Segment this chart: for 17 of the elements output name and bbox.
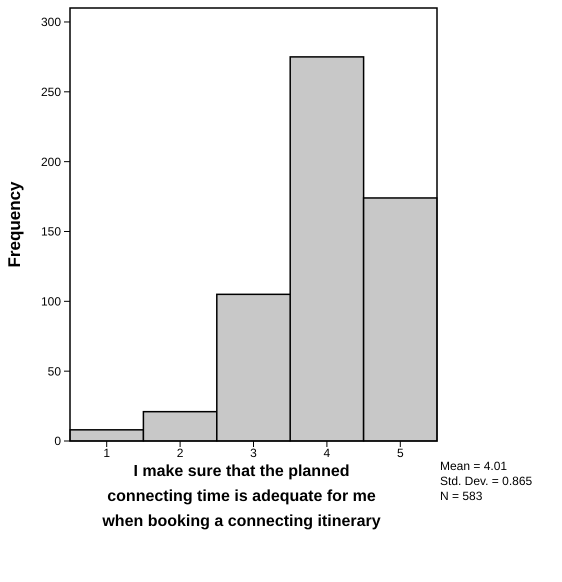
text: Std. Dev. = 0.865: [440, 474, 532, 488]
x-axis-title: I make sure that the planned connecting time is adequate for me when booking a connecting itinerary: [101, 463, 381, 530]
text: Mean = 4.01: [440, 459, 508, 473]
y-tick-label: 100: [40, 294, 62, 309]
y-tick-label: 0: [54, 434, 62, 448]
x-tick-label: 5: [396, 446, 404, 460]
x-tick-label: 2: [176, 446, 184, 460]
text: N = 583: [440, 489, 483, 503]
x-tick-label: 1: [103, 446, 110, 460]
x-tick-label: 3: [250, 446, 258, 460]
y-tick-label: 150: [40, 224, 62, 239]
y-tick-label: 50: [48, 364, 62, 378]
x-tick-label: 4: [324, 446, 331, 460]
y-tick-label: 250: [40, 85, 62, 100]
y-axis-title: Frequency: [5, 180, 24, 268]
y-tick-label: 200: [40, 154, 62, 169]
y-tick-label: 300: [40, 15, 62, 30]
